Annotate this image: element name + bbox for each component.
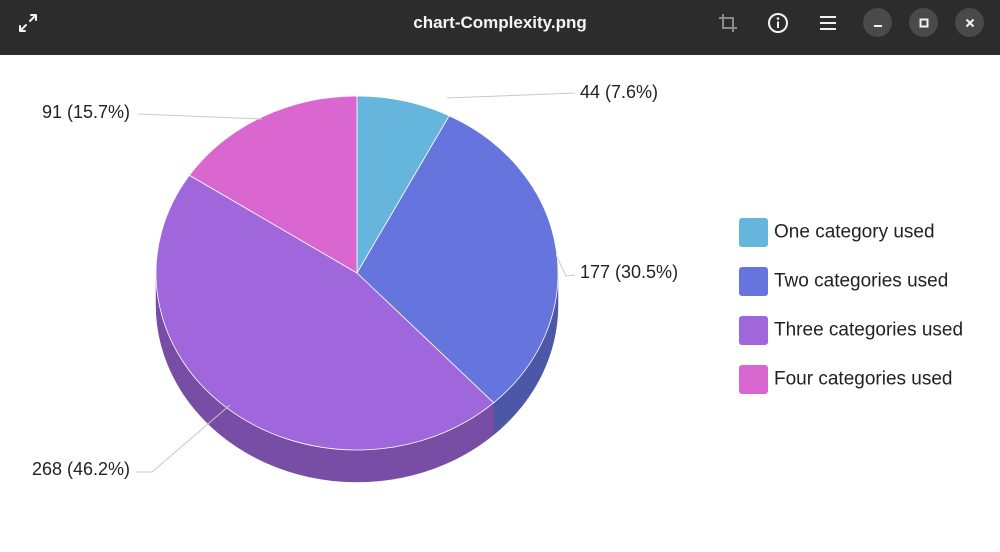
label-leader-line-4 [137, 113, 263, 120]
pie-slice-1 [356, 95, 450, 275]
close-icon[interactable] [955, 8, 984, 37]
legend-swatch-3 [739, 316, 768, 345]
crop-icon[interactable] [712, 7, 744, 39]
data-label-2: 177 (30.5%) [580, 262, 678, 282]
minimize-icon[interactable] [863, 8, 892, 37]
info-icon[interactable] [762, 7, 794, 39]
legend: One category used Two categories used Thre… [739, 218, 963, 394]
legend-swatch-2 [739, 267, 768, 296]
label-leader-line-2 [555, 254, 576, 277]
legend-swatch-1 [739, 218, 768, 247]
label-leader-line-3 [136, 404, 231, 473]
legend-label-1: One category used [774, 222, 935, 243]
legend-swatch-4 [739, 365, 768, 394]
data-labels: 44 (7.6%) 177 (30.5%) 268 (46.2%) 91 (15.7%… [32, 82, 678, 479]
data-label-4: 91 (15.7%) [42, 102, 130, 122]
pie-slice-4 [188, 95, 358, 274]
label-leader-line-1 [446, 92, 576, 99]
expand-icon[interactable] [12, 7, 44, 39]
image-canvas: 44 (7.6%) 177 (30.5%) 268 (46.2%) 91 (15.7%… [0, 55, 1000, 552]
pie-top-faces [155, 95, 559, 451]
pie-slice-2 [356, 115, 559, 404]
pie-chart: 44 (7.6%) 177 (30.5%) 268 (46.2%) 91 (15.7%… [32, 82, 963, 483]
legend-label-2: Two categories used [774, 271, 948, 292]
data-label-3: 268 (46.2%) [32, 459, 130, 479]
title-bar: chart-Complexity.png [0, 0, 1000, 45]
window-title: chart-Complexity.png [413, 13, 587, 32]
menu-icon[interactable] [812, 7, 844, 39]
data-label-1: 44 (7.6%) [580, 82, 658, 102]
maximize-icon[interactable] [909, 8, 938, 37]
legend-label-3: Three categories used [774, 320, 963, 341]
legend-label-4: Four categories used [774, 369, 953, 390]
